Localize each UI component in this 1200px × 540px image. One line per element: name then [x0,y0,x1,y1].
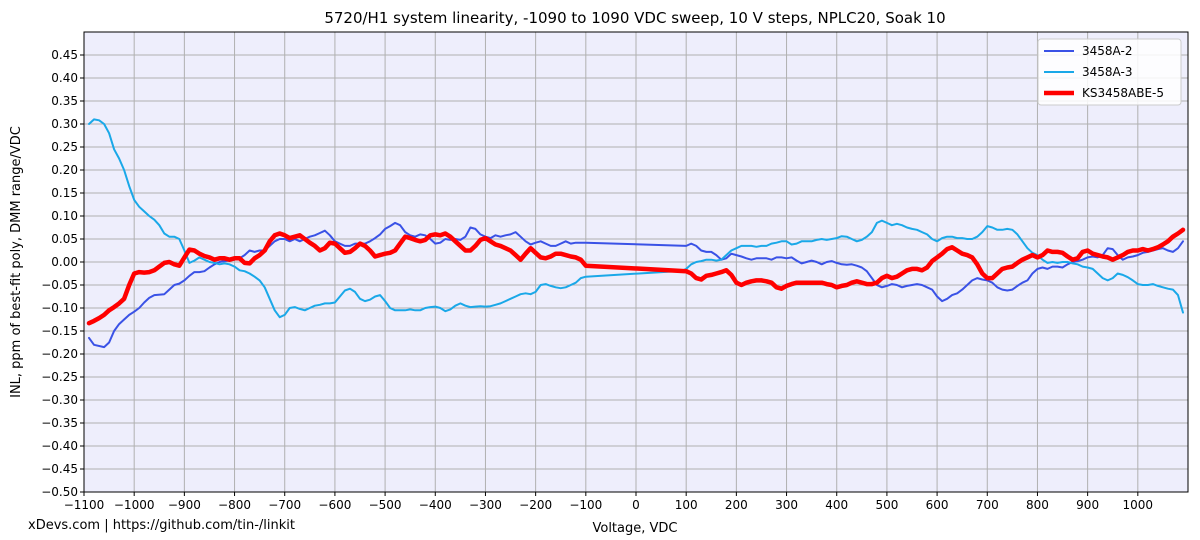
y-tick-label: −0.10 [41,301,78,315]
y-tick-label: −0.05 [41,278,78,292]
legend-box [1037,38,1182,106]
series-line-ks3458abe-5 [86,227,1186,326]
y-tick-label: 0.10 [51,209,78,223]
x-tick-label: −900 [168,498,201,512]
footer-credit: xDevs.com | https://github.com/tin-/link… [28,518,295,533]
x-tick-label: 100 [675,498,698,512]
y-tick-label: −0.15 [41,324,78,338]
y-tick-label: 0.40 [51,71,78,85]
y-tick-label: −0.40 [41,439,78,453]
legend-label: KS3458ABE-5 [1082,86,1164,100]
x-tick-label: 400 [825,498,848,512]
x-tick-label: −500 [369,498,402,512]
y-tick-label: 0.35 [51,94,78,108]
x-tick-label: −300 [469,498,502,512]
y-tick-label: 0.20 [51,163,78,177]
series-layer [86,118,1186,349]
y-tick-label: −0.45 [41,462,78,476]
x-tick-label: −1000 [114,498,155,512]
y-tick-label: −0.35 [41,416,78,430]
x-axis: −1100 −1000 −900 −800 −700 −600 −500 −400 −300 −2… [64,492,1153,512]
y-tick-label: 0.25 [51,140,78,154]
x-tick-label: −200 [519,498,552,512]
x-tick-label: −1100 [64,498,105,512]
y-axis: −0.50 −0.45 −0.40 −0.35 −0.30 −0.25 −0.20 −0.15… [41,48,84,499]
chart-title: 5720/H1 system linearity, -1090 to 1090 … [324,9,945,27]
y-tick-label: −0.30 [41,393,78,407]
x-tick-label: 900 [1076,498,1099,512]
x-tick-label: 1000 [1123,498,1154,512]
x-tick-label: −400 [419,498,452,512]
y-tick-label: 0.00 [51,255,78,269]
legend-label: 3458A-2 [1082,44,1132,58]
x-tick-label: 300 [775,498,798,512]
y-tick-label: −0.25 [41,370,78,384]
x-axis-label: Voltage, VDC [592,521,677,536]
y-tick-label: 0.15 [51,186,78,200]
y-axis-label: INL, ppm of best-fit poly, DMM range/VDC [9,126,24,398]
grid [83,32,1188,493]
x-tick-label: −600 [318,498,351,512]
x-tick-label: 200 [725,498,748,512]
x-tick-label: 800 [1026,498,1049,512]
x-tick-label: −100 [569,498,602,512]
x-tick-label: 600 [926,498,949,512]
x-tick-label: −700 [268,498,301,512]
x-tick-label: 0 [632,498,640,512]
y-tick-label: −0.50 [41,485,78,499]
y-tick-label: −0.20 [41,347,78,361]
y-tick-label: 0.05 [51,232,78,246]
y-tick-label: 0.30 [51,117,78,131]
legend: 3458A-2 3458A-3 KS3458ABE-5 [1037,38,1182,106]
y-tick-label: 0.45 [51,48,78,62]
x-tick-label: −800 [218,498,251,512]
legend-label: 3458A-3 [1082,65,1132,79]
x-tick-label: 500 [875,498,898,512]
x-tick-label: 700 [976,498,999,512]
